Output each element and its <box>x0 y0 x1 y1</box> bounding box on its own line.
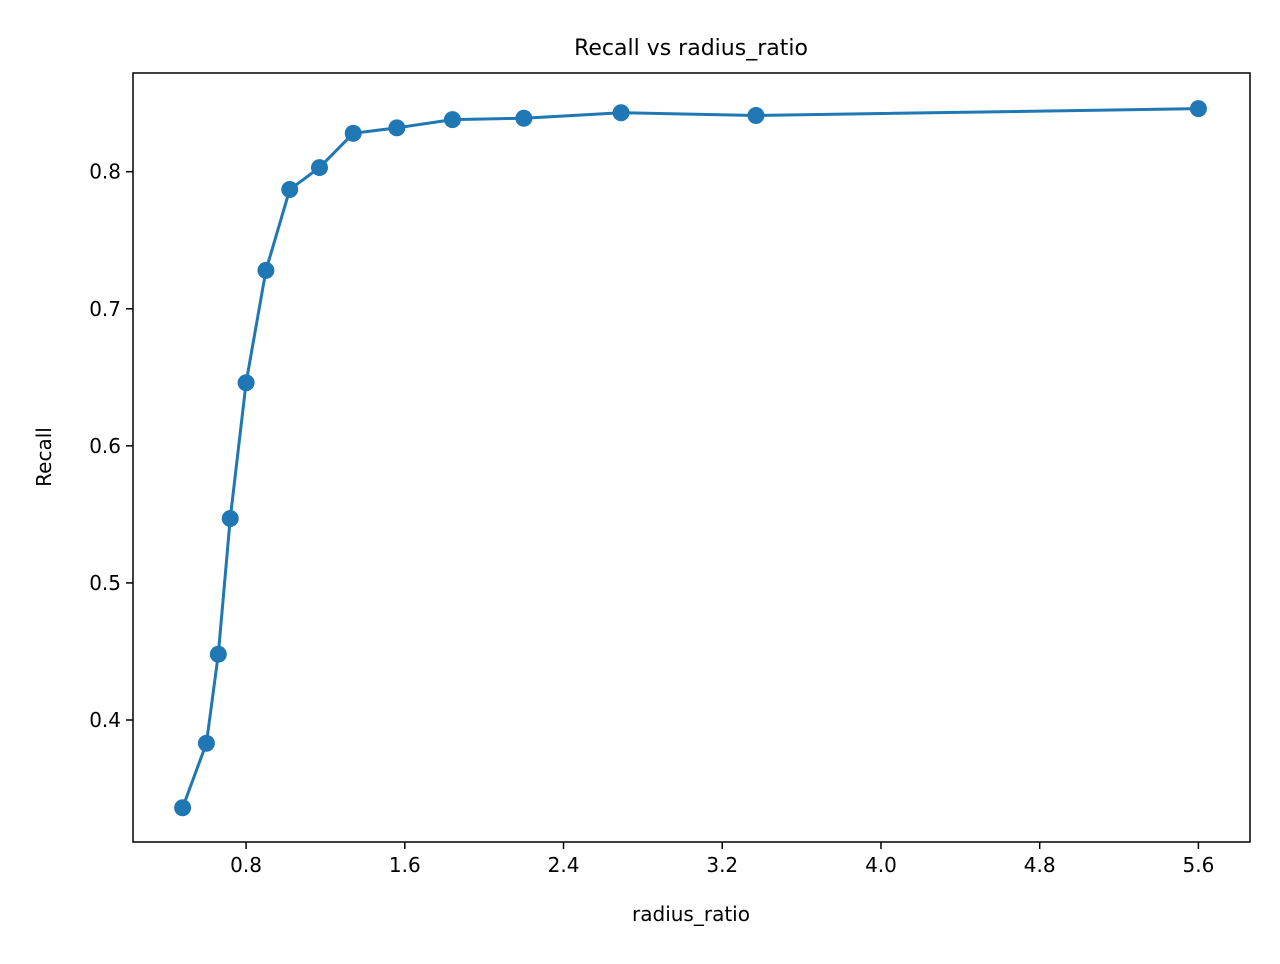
x-axis-label: radius_ratio <box>632 902 750 926</box>
x-tick-label: 5.6 <box>1183 853 1215 877</box>
data-point <box>443 111 461 129</box>
data-point <box>257 261 275 279</box>
y-tick-label: 0.8 <box>89 160 121 184</box>
data-point <box>174 799 192 817</box>
chart-title: Recall vs radius_ratio <box>574 36 808 61</box>
data-point <box>515 109 533 127</box>
data-point <box>197 734 215 752</box>
data-point <box>388 119 406 137</box>
plot-area <box>174 100 1207 817</box>
y-axis-label: Recall <box>32 427 56 487</box>
axes-frame <box>132 72 1251 843</box>
x-tick-label: 0.8 <box>230 853 262 877</box>
x-tick-label: 4.0 <box>865 853 897 877</box>
data-point <box>281 181 299 199</box>
x-tick-label: 4.8 <box>1024 853 1056 877</box>
data-point <box>221 509 239 527</box>
data-point <box>1189 100 1207 118</box>
data-point <box>344 124 362 142</box>
data-point <box>612 104 630 122</box>
data-point <box>237 374 255 392</box>
y-tick-label: 0.6 <box>89 434 121 458</box>
x-tick-label: 1.6 <box>389 853 421 877</box>
y-tick-label: 0.5 <box>89 571 121 595</box>
data-point <box>747 106 765 124</box>
y-tick-label: 0.7 <box>89 297 121 321</box>
y-tick-label: 0.4 <box>89 708 121 732</box>
x-tick-label: 3.2 <box>706 853 738 877</box>
y-axis: 0.4 0.5 0.6 0.7 0.8 <box>89 160 133 732</box>
data-point <box>209 645 227 663</box>
x-axis: 0.8 1.6 2.4 3.2 4.0 4.8 5.6 <box>230 842 1214 877</box>
data-point <box>310 159 328 177</box>
x-tick-label: 2.4 <box>548 853 580 877</box>
